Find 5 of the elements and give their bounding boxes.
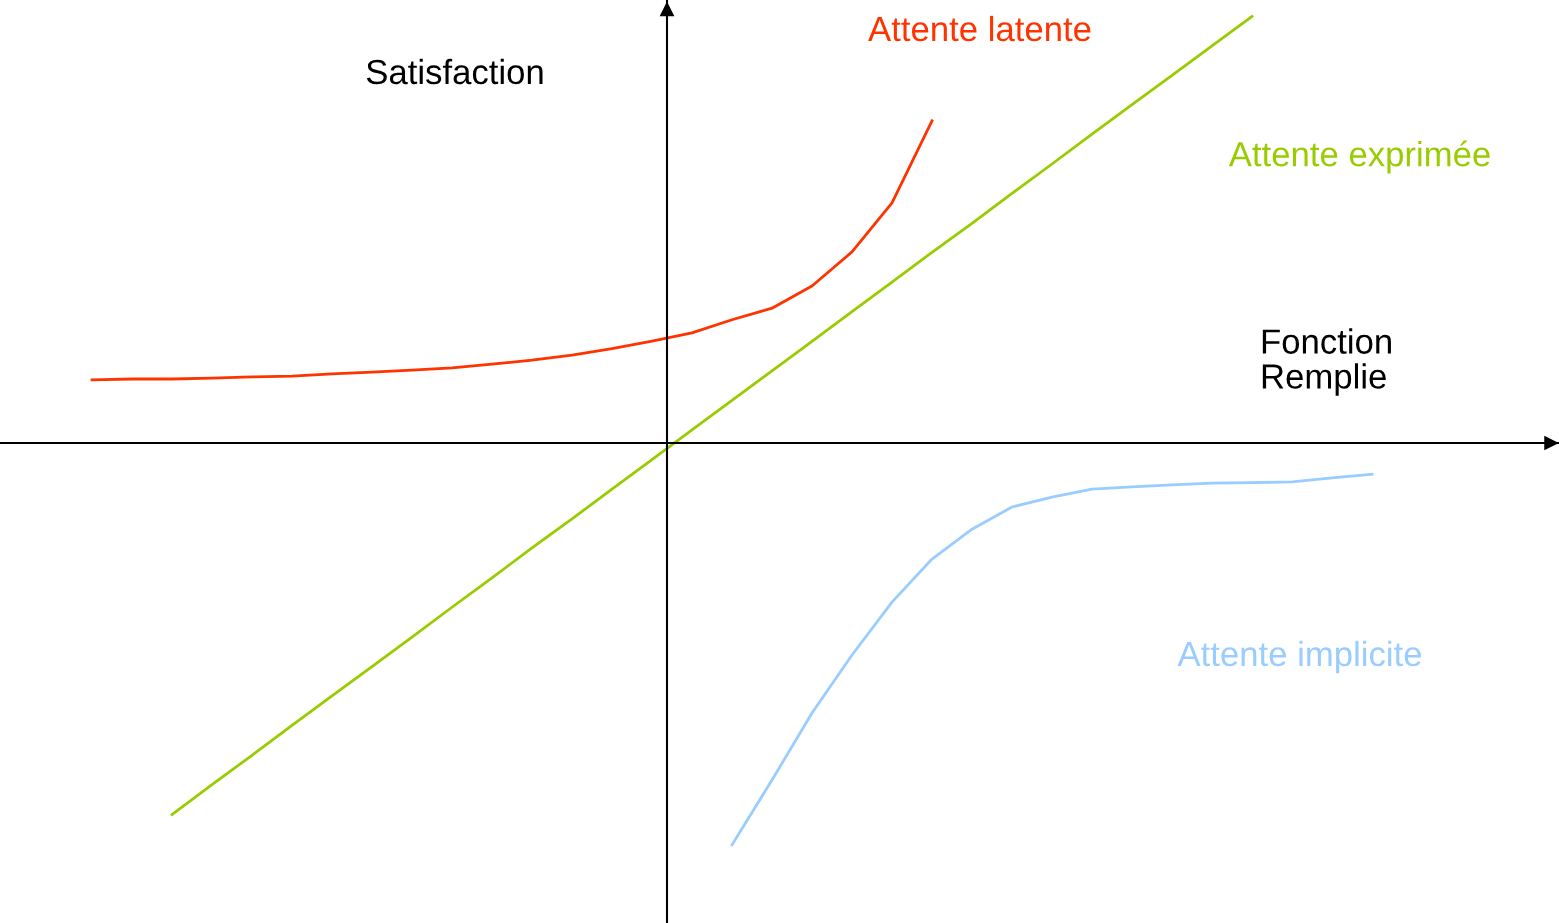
text: Attente latente <box>868 15 1091 42</box>
text: Attente exprimée <box>1228 140 1490 174</box>
y-axis-title: Satisfaction <box>366 58 543 85</box>
x-axis-title: Fonction Remplie <box>1262 328 1391 396</box>
text: Attente implicite <box>1177 640 1422 674</box>
